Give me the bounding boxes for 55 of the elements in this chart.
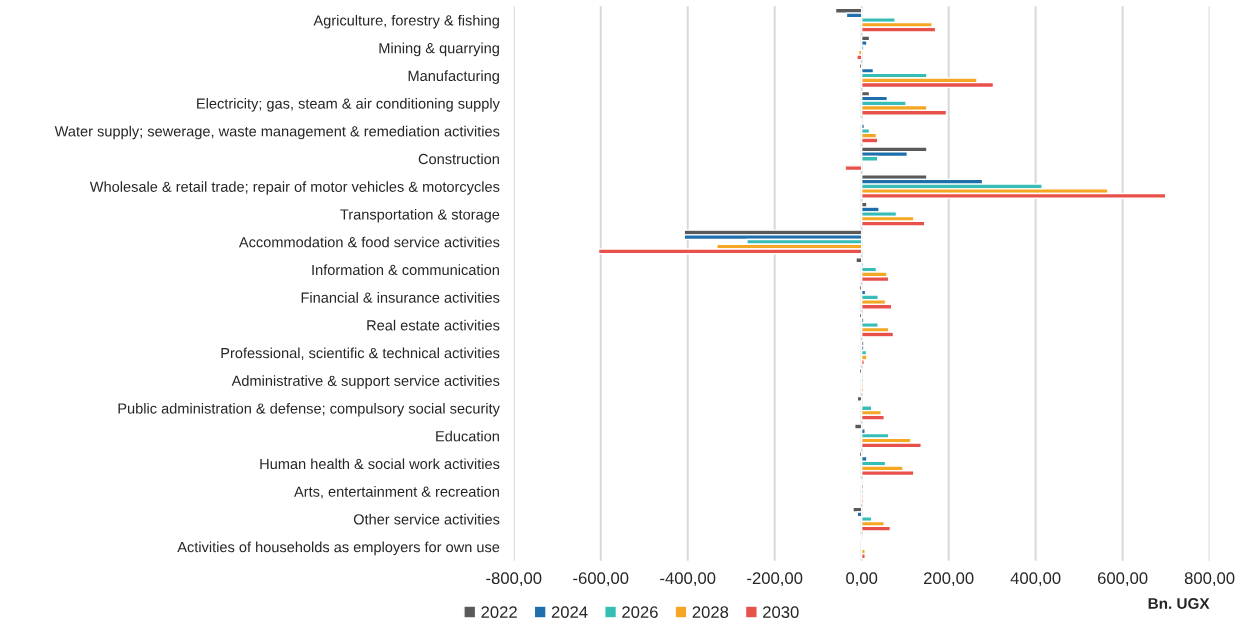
bar <box>860 26 937 33</box>
legend-label: 2026 <box>622 606 658 619</box>
y-tick-label: Manufacturing <box>408 70 499 84</box>
bar <box>860 340 865 347</box>
y-tick-label: Arts, entertainment & recreation <box>294 486 499 499</box>
bar <box>860 137 879 144</box>
legend-label: 2028 <box>692 606 729 619</box>
x-tick-label: 0,00 <box>846 572 878 587</box>
bar <box>860 44 865 51</box>
y-tick-label: Education <box>436 430 499 442</box>
x-tick-label: 200,00 <box>924 572 974 587</box>
x-tick-label: -200,00 <box>747 572 803 587</box>
bar <box>855 257 863 264</box>
y-tick-label: Professional, scientific & technical activities <box>221 347 500 360</box>
bar <box>860 35 871 42</box>
bar <box>860 553 866 560</box>
y-tick-label: Human health & social work activities <box>260 458 500 470</box>
legend-label: 2022 <box>481 606 517 619</box>
bar <box>860 192 1167 199</box>
bar <box>860 442 922 449</box>
y-tick-label: Activities of households as employers for own use <box>177 541 500 556</box>
bar <box>856 54 863 61</box>
y-tick-label: Water supply; sewerage, waste management & remediation activities <box>54 125 500 140</box>
y-tick-label: Construction <box>418 153 499 165</box>
bar <box>860 354 868 361</box>
legend-label: 2024 <box>551 606 588 619</box>
x-tick-label: -800,00 <box>486 572 542 587</box>
x-tick-label: 400,00 <box>1010 572 1061 587</box>
legend-label: 2030 <box>763 606 799 619</box>
y-tick-label: Electricity; gas, steam & air conditioning supply <box>197 98 500 112</box>
y-tick-label: Wholesale & retail trade; repair of motor vehicles & motorcycles <box>89 181 500 195</box>
x-tick-label: 600,00 <box>1097 572 1148 587</box>
y-tick-label: Real estate activities <box>367 319 500 331</box>
y-tick-label: Information & communication <box>312 264 499 276</box>
x-tick-label: 800,00 <box>1184 572 1235 587</box>
bar <box>860 414 885 421</box>
x-tick-label: -600,00 <box>573 572 629 587</box>
y-tick-label: Transportation & storage <box>340 208 500 223</box>
bar <box>854 423 863 430</box>
y-tick-label: Financial & insurance activities <box>301 292 500 303</box>
bar <box>860 109 948 116</box>
x-tick-label: -400,00 <box>660 572 716 587</box>
y-tick-label: Administrative & support service activities <box>231 375 500 389</box>
bar <box>860 81 995 89</box>
y-tick-label: Agriculture, forestry & fishing <box>313 14 499 29</box>
y-tick-label: Mining & quarrying <box>379 42 499 57</box>
bar <box>597 248 863 255</box>
bar <box>860 331 895 338</box>
y-tick-label: Accommodation & food service activities <box>238 236 500 248</box>
y-tick-label: Other service activities <box>353 513 500 525</box>
x-axis-title: Bn. UGX <box>1148 598 1210 609</box>
y-tick-label: Public administration & defense; compulsory social security <box>118 402 500 417</box>
bar <box>860 525 892 532</box>
bar <box>860 220 926 227</box>
bar <box>860 303 893 310</box>
